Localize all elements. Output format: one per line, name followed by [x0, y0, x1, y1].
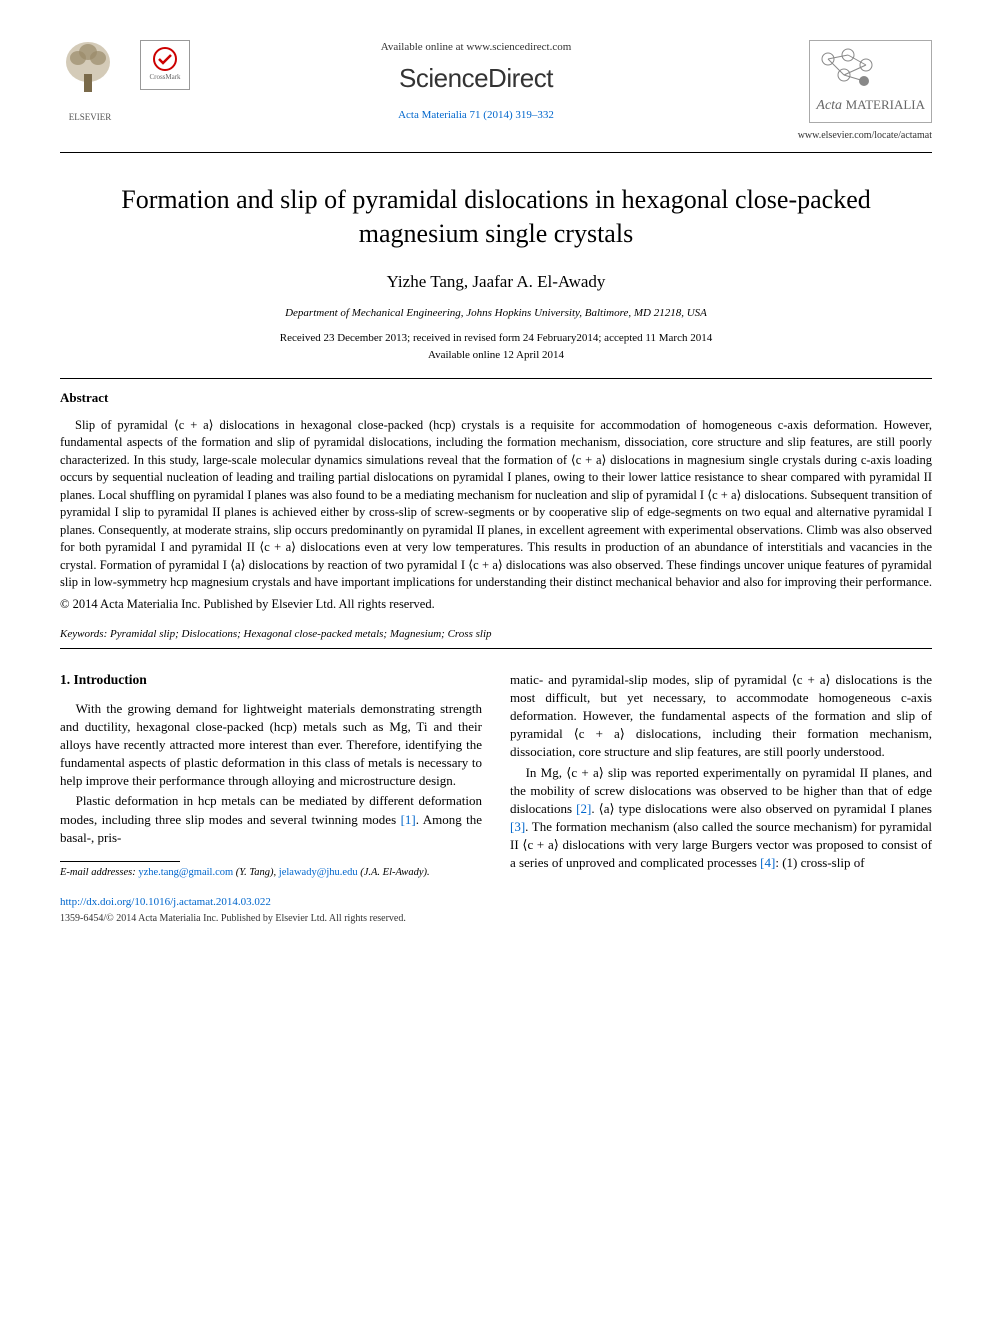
section-1-heading: 1. Introduction [60, 671, 482, 690]
dates-received: Received 23 December 2013; received in r… [60, 331, 932, 346]
intro-paragraph-1: With the growing demand for lightweight … [60, 700, 482, 791]
journal-reference: Acta Materialia 71 (2014) 319–332 [210, 108, 742, 123]
abstract-top-rule [60, 378, 932, 379]
sciencedirect-logo: ScienceDirect [210, 61, 742, 96]
email-2-name: (J.A. El-Awady). [360, 867, 429, 878]
dates-online: Available online 12 April 2014 [60, 348, 932, 363]
ref-3-link[interactable]: [3] [510, 819, 525, 834]
elsevier-logo: ELSEVIER [60, 40, 120, 123]
intro-paragraph-3: In Mg, ⟨c + a⟩ slip was reported experim… [510, 764, 932, 873]
intro-paragraph-2-part-c: matic- and pyramidal-slip modes, slip of… [510, 671, 932, 762]
header-right: Acta MATERIALIA www.elsevier.com/locate/… [762, 40, 932, 142]
doi-block: http://dx.doi.org/10.1016/j.actamat.2014… [60, 895, 932, 910]
corresponding-footnote: E-mail addresses: yzhe.tang@gmail.com (Y… [60, 866, 482, 881]
ref-1-link[interactable]: [1] [401, 812, 416, 827]
doi-link[interactable]: http://dx.doi.org/10.1016/j.actamat.2014… [60, 896, 271, 908]
keywords-rule [60, 648, 932, 649]
abstract-copyright: © 2014 Acta Materialia Inc. Published by… [60, 596, 932, 613]
journal-ref-link[interactable]: Acta Materialia 71 (2014) 319–332 [398, 109, 554, 121]
crossmark-icon [153, 47, 177, 71]
journal-url: www.elsevier.com/locate/actamat [762, 129, 932, 143]
crossmark-badge[interactable]: CrossMark [140, 40, 190, 90]
acta-caps: MATERIALIA [846, 97, 925, 112]
elsevier-label: ELSEVIER [60, 111, 120, 123]
body-columns: 1. Introduction With the growing demand … [60, 671, 932, 881]
authors: Yizhe Tang, Jaafar A. El-Awady [60, 271, 932, 294]
abstract-body: Slip of pyramidal ⟨c + a⟩ dislocations i… [60, 417, 932, 592]
keywords-list: Pyramidal slip; Dislocations; Hexagonal … [110, 628, 491, 640]
keywords-line: Keywords: Pyramidal slip; Dislocations; … [60, 627, 932, 642]
header-rule [60, 152, 932, 153]
footnote-rule [60, 861, 180, 862]
header-left: ELSEVIER CrossMark [60, 40, 190, 123]
intro-paragraph-2-part-a: Plastic deformation in hcp metals can be… [60, 792, 482, 847]
issn-copyright: 1359-6454/© 2014 Acta Materialia Inc. Pu… [60, 912, 932, 926]
acta-italic: Acta [816, 98, 842, 113]
available-online-text: Available online at www.sciencedirect.co… [210, 40, 742, 55]
email-label: E-mail addresses: [60, 867, 136, 878]
affiliation: Department of Mechanical Engineering, Jo… [60, 306, 932, 321]
page-header: ELSEVIER CrossMark Available online at w… [60, 40, 932, 142]
email-1-name: (Y. Tang), [236, 867, 276, 878]
ref-4-link[interactable]: [4] [760, 855, 775, 870]
paper-title: Formation and slip of pyramidal dislocat… [60, 183, 932, 251]
header-center: Available online at www.sciencedirect.co… [190, 40, 762, 123]
ref-2-link[interactable]: [2] [576, 801, 591, 816]
email-2-link[interactable]: jelawady@jhu.edu [279, 867, 358, 878]
abstract-heading: Abstract [60, 389, 932, 407]
crossmark-label: CrossMark [149, 73, 180, 82]
email-1-link[interactable]: yzhe.tang@gmail.com [138, 867, 233, 878]
acta-materialia-logo: Acta MATERIALIA [809, 40, 932, 123]
keywords-label: Keywords: [60, 628, 107, 640]
